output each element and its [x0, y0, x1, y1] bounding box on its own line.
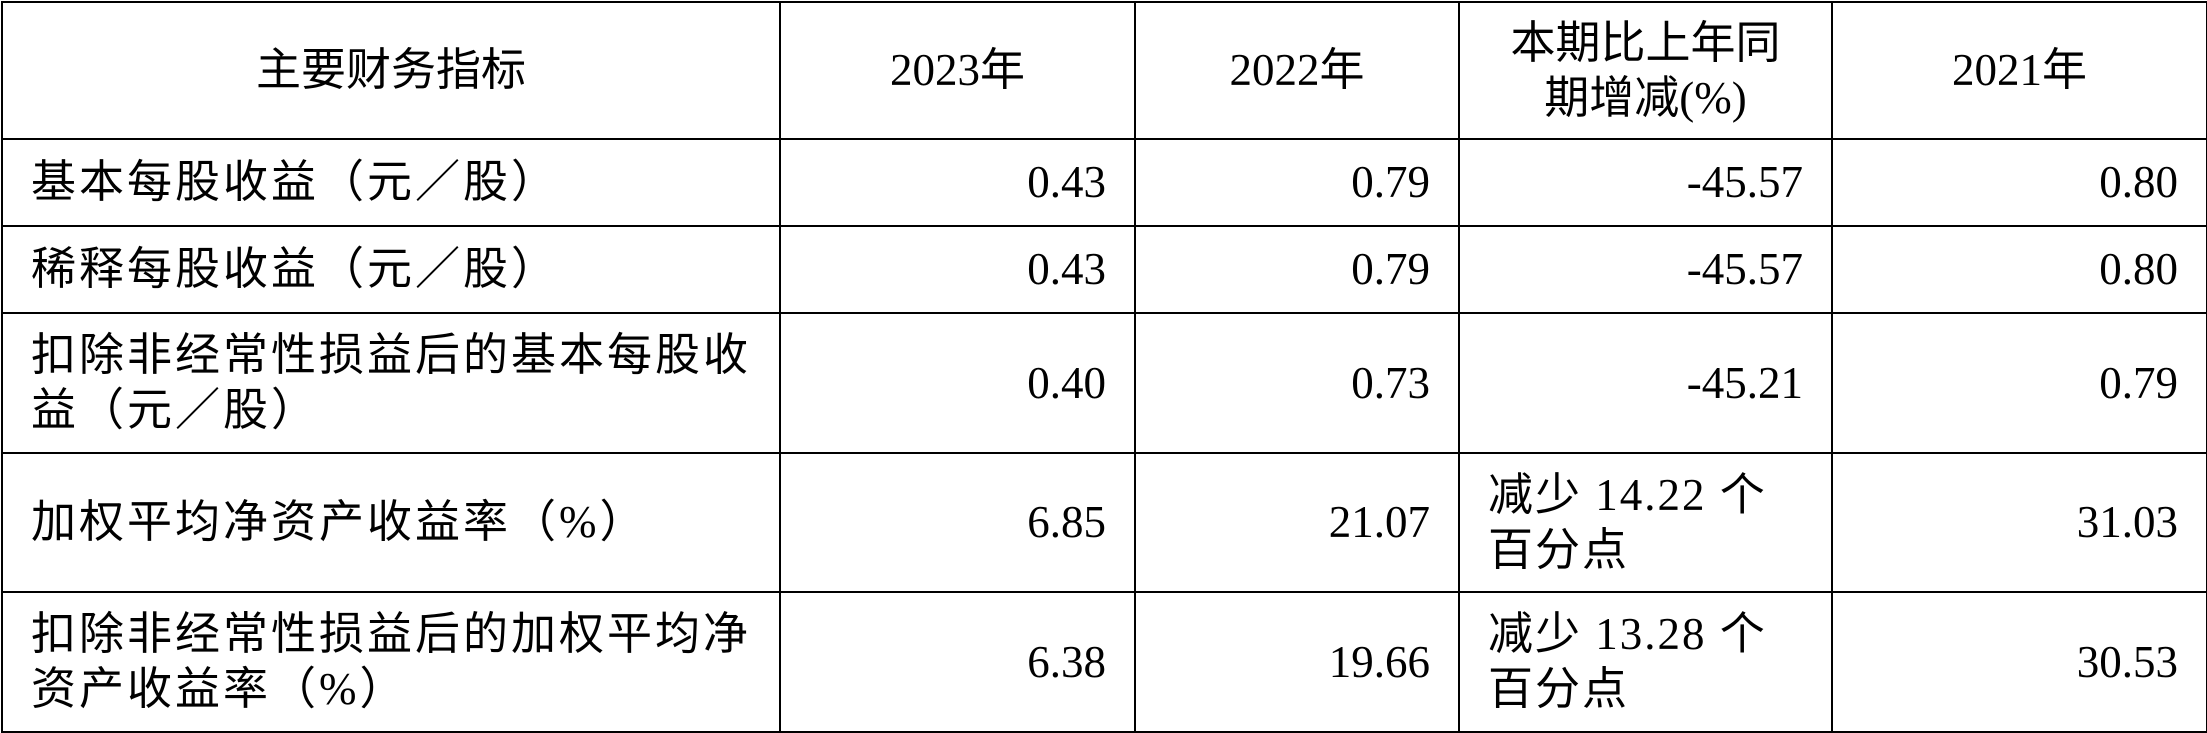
row-label: 加权平均净资产收益率（%） — [1, 452, 781, 593]
table-row: 加权平均净资产收益率（%） 6.85 21.07 减少 14.22 个百分点 31.03 — [1, 452, 2207, 593]
row-label: 扣除非经常性损益后的基本每股收益（元／股） — [1, 312, 781, 454]
value-cell: 0.73 — [1134, 312, 1460, 454]
header-cell: 主要财务指标 — [1, 1, 781, 140]
row-label: 基本每股收益（元／股） — [1, 138, 781, 227]
value-cell: 0.43 — [779, 225, 1136, 314]
value-cell: 0.80 — [1831, 225, 2207, 314]
header-cell: 2022年 — [1134, 1, 1460, 140]
value-cell: 0.79 — [1134, 225, 1460, 314]
value-cell: 0.43 — [779, 138, 1136, 227]
value-cell: 6.85 — [779, 452, 1136, 593]
value-cell: 0.79 — [1134, 138, 1460, 227]
row-label: 稀释每股收益（元／股） — [1, 225, 781, 314]
value-cell: 21.07 — [1134, 452, 1460, 593]
table-body: 基本每股收益（元／股） 0.43 0.79 -45.57 0.80 稀释每股收益（元／股）… — [1, 138, 2207, 733]
value-cell: -45.57 — [1458, 225, 1833, 314]
table-row: 稀释每股收益（元／股） 0.43 0.79 -45.57 0.80 — [1, 225, 2207, 314]
table-row: 扣除非经常性损益后的加权平均净资产收益率（%） 6.38 19.66 减少 13.28… — [1, 591, 2207, 733]
table-row: 基本每股收益（元／股） 0.43 0.79 -45.57 0.80 — [1, 138, 2207, 227]
value-cell: 减少 13.28 个百分点 — [1458, 591, 1833, 733]
value-cell: 0.79 — [1831, 312, 2207, 454]
value-cell: 31.03 — [1831, 452, 2207, 593]
header-row: 主要财务指标 2023年 2022年 本期比上年同期增减(%) 2021年 — [1, 1, 2207, 140]
value-cell: -45.21 — [1458, 312, 1833, 454]
table-row: 扣除非经常性损益后的基本每股收益（元／股） 0.40 0.73 -45.21 0.79 — [1, 312, 2207, 454]
header-cell: 2021年 — [1831, 1, 2207, 140]
value-cell: 6.38 — [779, 591, 1136, 733]
value-cell: 30.53 — [1831, 591, 2207, 733]
value-cell: 减少 14.22 个百分点 — [1458, 452, 1833, 593]
value-cell: 0.40 — [779, 312, 1136, 454]
header-cell: 2023年 — [779, 1, 1136, 140]
value-cell: 0.80 — [1831, 138, 2207, 227]
row-label: 扣除非经常性损益后的加权平均净资产收益率（%） — [1, 591, 781, 733]
value-cell: -45.57 — [1458, 138, 1833, 227]
header-cell: 本期比上年同期增减(%) — [1458, 1, 1833, 140]
value-cell: 19.66 — [1134, 591, 1460, 733]
